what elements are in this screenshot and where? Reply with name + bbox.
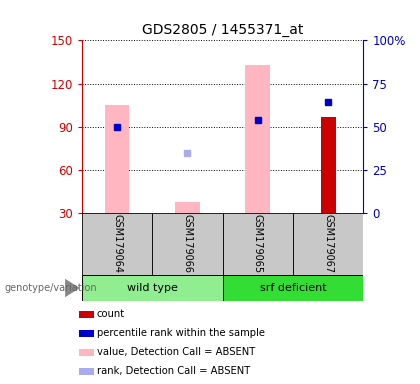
Title: GDS2805 / 1455371_at: GDS2805 / 1455371_at (142, 23, 303, 36)
Bar (152, 213, 223, 275)
Text: value, Detection Call = ABSENT: value, Detection Call = ABSENT (97, 347, 255, 357)
Polygon shape (65, 279, 80, 297)
Text: genotype/variation: genotype/variation (4, 283, 97, 293)
Bar (82, 213, 152, 275)
Text: rank, Detection Call = ABSENT: rank, Detection Call = ABSENT (97, 366, 250, 376)
Bar (223, 213, 293, 275)
Bar (79, 349, 94, 356)
Bar (79, 330, 94, 337)
Text: GSM179066: GSM179066 (182, 214, 192, 273)
Text: count: count (97, 309, 125, 319)
Bar (245, 65, 270, 213)
Text: GSM179065: GSM179065 (253, 214, 263, 273)
Bar (105, 105, 129, 213)
Text: GSM179064: GSM179064 (112, 214, 122, 273)
Bar (293, 213, 363, 275)
Bar (82, 275, 223, 301)
Bar (175, 202, 200, 213)
Bar (79, 311, 94, 318)
Bar (321, 117, 336, 213)
Text: wild type: wild type (127, 283, 178, 293)
Bar (79, 368, 94, 374)
Text: srf deficient: srf deficient (260, 283, 326, 293)
Text: percentile rank within the sample: percentile rank within the sample (97, 328, 265, 338)
Bar (223, 275, 363, 301)
Text: GSM179067: GSM179067 (323, 214, 333, 273)
